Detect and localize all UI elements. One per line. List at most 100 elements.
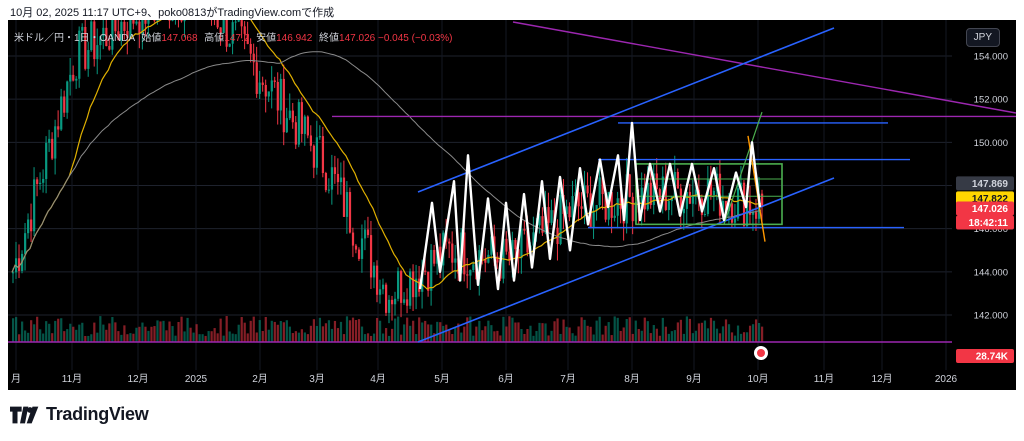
volume-bar xyxy=(165,330,168,342)
candle-body xyxy=(255,62,258,94)
volume-bar xyxy=(78,324,81,342)
volume-bar xyxy=(240,317,243,342)
volume-bar xyxy=(24,330,27,342)
candle-body xyxy=(132,3,135,24)
change-value: −0.045 (−0.03%) xyxy=(377,33,453,44)
candle-body xyxy=(294,122,297,145)
candle-body xyxy=(541,216,544,233)
candle-body xyxy=(129,3,132,39)
currency-button[interactable]: JPY xyxy=(965,28,1000,47)
price-label-high: 147.869 xyxy=(972,179,1009,190)
candle-body xyxy=(156,0,159,21)
candle-body xyxy=(261,82,264,85)
volume-bar xyxy=(366,333,370,342)
price-tick-label: 144.000 xyxy=(974,267,1008,278)
volume-bar xyxy=(520,329,523,342)
candle-body xyxy=(330,167,334,190)
volume-bar xyxy=(490,325,493,342)
candle-body xyxy=(27,219,30,234)
symbol-label[interactable]: 米ドル／円・1日・OANDA xyxy=(14,33,135,44)
close-label: 終値 xyxy=(319,33,340,44)
volume-bar xyxy=(439,322,442,342)
candle-body xyxy=(81,26,84,31)
volume-label-bg xyxy=(956,349,1014,363)
volume-bar xyxy=(21,321,24,342)
volume-bar xyxy=(285,320,288,342)
candle-body xyxy=(565,206,568,214)
time-tick-label: 月 xyxy=(11,373,21,385)
candle-body xyxy=(348,192,352,233)
volume-bar xyxy=(715,328,719,342)
volume-bar xyxy=(315,325,319,342)
candle-body xyxy=(484,258,487,263)
volume-bar xyxy=(532,335,535,342)
candle-body xyxy=(123,21,126,31)
candle-body xyxy=(730,203,734,223)
volume-bar xyxy=(237,324,240,342)
candle-body xyxy=(712,190,716,196)
candle-body xyxy=(496,256,499,263)
time-tick-label: 9月 xyxy=(686,373,702,385)
candle-body xyxy=(577,192,580,207)
volume-bar xyxy=(601,334,604,342)
candle-body xyxy=(658,189,661,200)
volume-bar xyxy=(186,317,189,342)
volume-bar xyxy=(318,317,322,342)
volume-bar xyxy=(177,321,180,342)
candle-body xyxy=(258,82,261,94)
candle-body xyxy=(433,249,436,264)
volume-bar xyxy=(634,320,637,342)
volume-bar xyxy=(448,330,451,342)
volume-bar xyxy=(294,331,297,342)
volume-bar xyxy=(117,331,120,342)
candle-body xyxy=(418,278,421,292)
time-tick-label: 2025 xyxy=(185,374,208,385)
price-tick-label: 154.000 xyxy=(974,52,1008,63)
volume-bar xyxy=(412,320,415,342)
brand[interactable]: TradingView xyxy=(10,404,149,425)
volume-bar xyxy=(517,322,520,342)
candle-body xyxy=(264,84,267,97)
volume-bar xyxy=(300,329,303,342)
volume-bar xyxy=(60,318,63,342)
volume-bar xyxy=(207,331,210,342)
volume-bar xyxy=(111,317,114,342)
candle-body xyxy=(180,20,183,22)
candle-body xyxy=(469,270,472,276)
volume-bar xyxy=(72,326,75,342)
volume-bar xyxy=(288,326,291,342)
price-label-ma: 147.822 xyxy=(972,194,1009,205)
volume-bar xyxy=(694,330,698,342)
candle-body xyxy=(574,192,577,197)
volume-bar xyxy=(580,317,583,342)
candle-body xyxy=(99,36,102,46)
volume-bar xyxy=(655,328,658,342)
volume-bar xyxy=(135,327,138,342)
volume-bar xyxy=(228,331,231,342)
chart-panel[interactable]: 154.000152.000150.000148.000146.000144.0… xyxy=(8,0,1017,390)
candle-body xyxy=(225,10,228,47)
volume-bar xyxy=(270,320,273,342)
volume-bar xyxy=(339,321,343,342)
time-tick-label: 11月 xyxy=(814,373,834,385)
volume-bar xyxy=(369,335,373,342)
volume-bar xyxy=(345,316,349,342)
volume-bar xyxy=(622,327,625,342)
candle-body xyxy=(463,232,466,275)
tradingview-logo-icon xyxy=(10,406,39,423)
candle-body xyxy=(66,81,69,113)
candle-body xyxy=(526,230,529,253)
high-value: 147.2 xyxy=(224,33,250,44)
volume-bar xyxy=(409,325,412,342)
volume-bar xyxy=(153,326,156,342)
candle-body xyxy=(430,249,433,291)
volume-bar xyxy=(604,325,607,342)
candle-body xyxy=(517,249,520,258)
candle-body xyxy=(511,239,514,261)
candle-body xyxy=(276,81,279,111)
volume-bar xyxy=(354,320,358,342)
volume-bar xyxy=(574,335,577,342)
price-chart[interactable]: 154.000152.000150.000148.000146.000144.0… xyxy=(8,0,1017,390)
volume-bar xyxy=(502,316,505,342)
volume-bar xyxy=(162,320,165,342)
